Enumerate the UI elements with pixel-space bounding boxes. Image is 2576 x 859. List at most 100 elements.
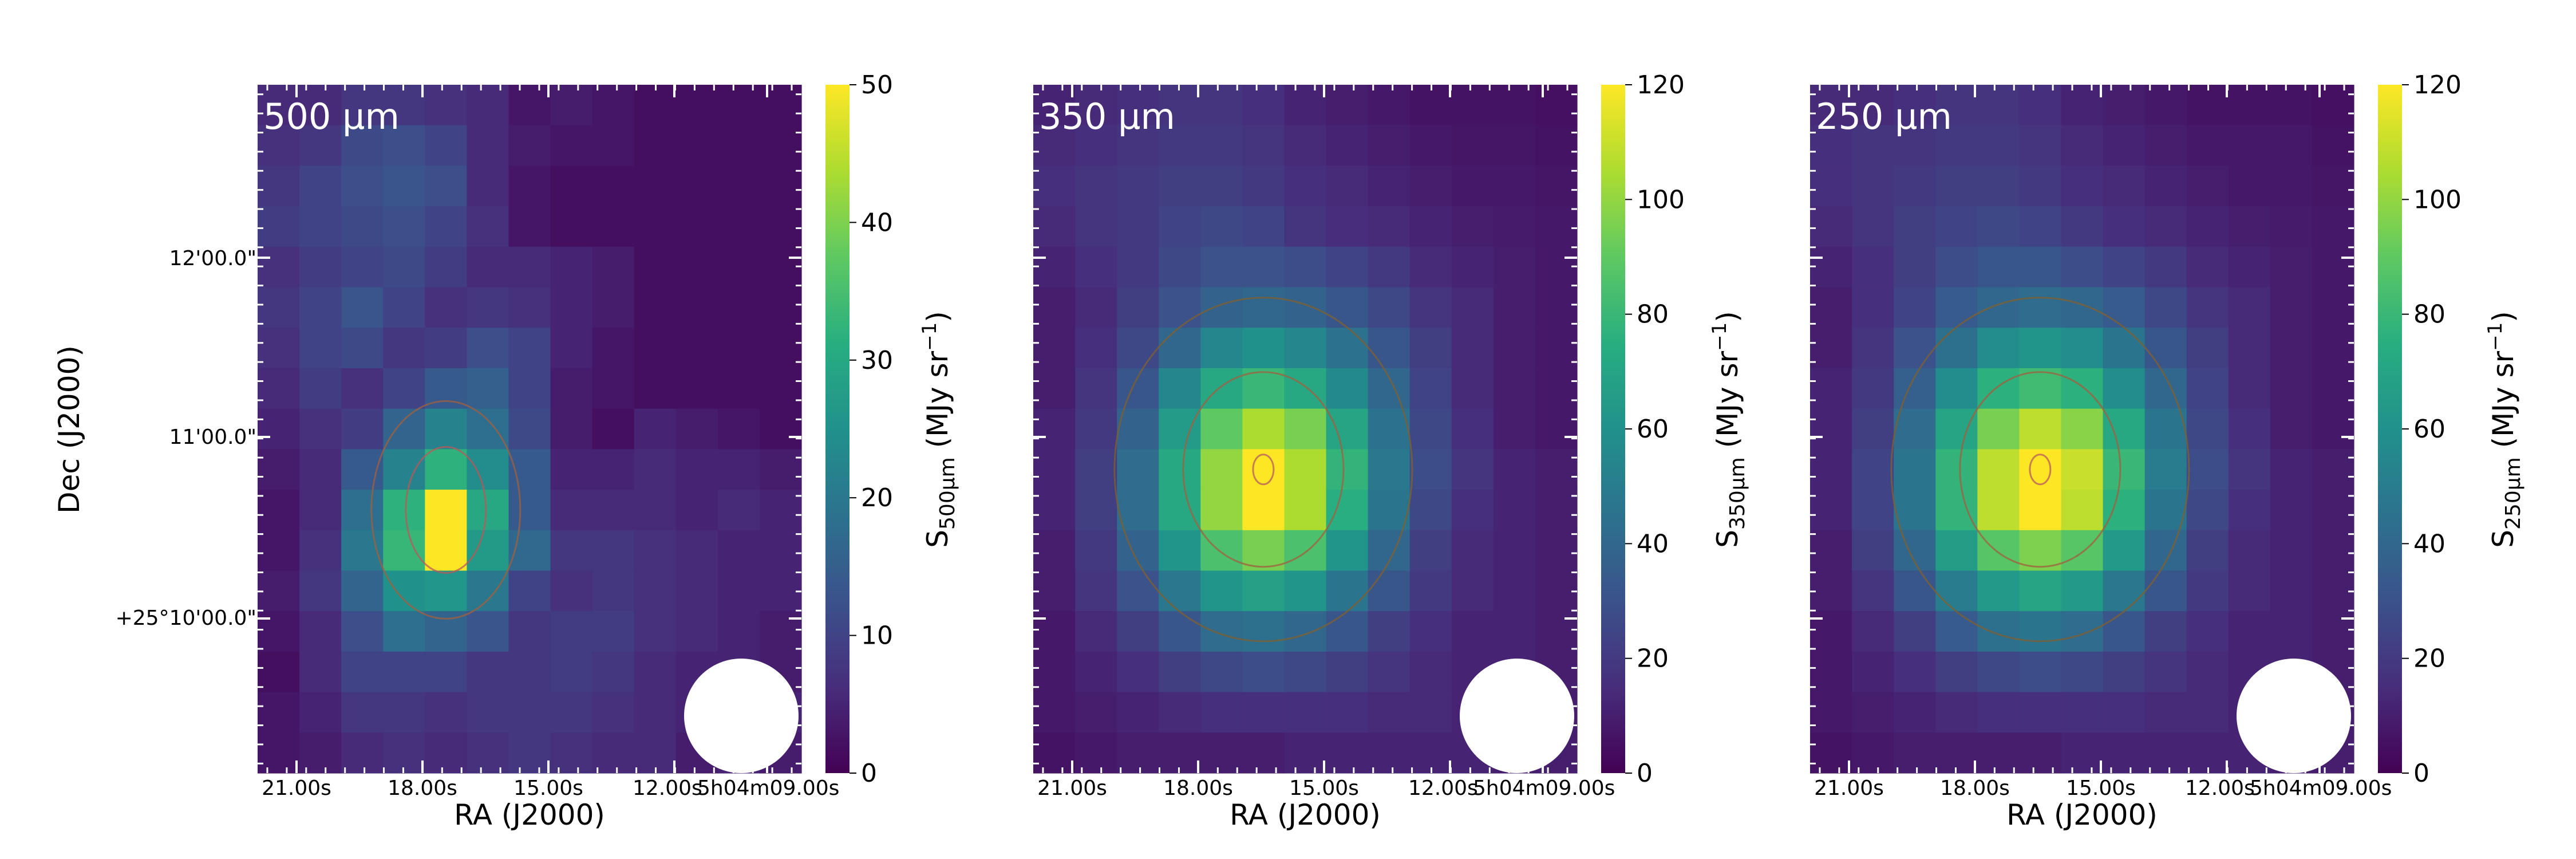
heatmap-cell xyxy=(1368,85,1411,126)
heatmap-cell xyxy=(759,328,802,369)
heatmap-cell xyxy=(634,732,677,774)
heatmap-cell xyxy=(1242,732,1285,774)
heatmap-cell xyxy=(1326,85,1369,126)
heatmap-cell xyxy=(1075,368,1117,409)
heatmap-cell xyxy=(2144,85,2187,126)
colorbar-tick-label: 40 xyxy=(861,208,893,237)
heatmap-cell xyxy=(467,287,509,328)
heatmap-cell xyxy=(2270,408,2313,450)
heatmap-cell xyxy=(1200,287,1243,328)
heatmap-cell xyxy=(634,125,677,167)
heatmap-cell xyxy=(1200,125,1243,167)
heatmap-cell xyxy=(759,408,802,450)
heatmap-cell xyxy=(2103,490,2146,531)
heatmap-cell xyxy=(550,651,593,693)
heatmap-cell xyxy=(425,287,467,328)
heatmap-cell xyxy=(675,490,718,531)
heatmap-cell xyxy=(1894,530,1936,572)
heatmap-cell xyxy=(1368,449,1411,490)
heatmap-cell xyxy=(2312,287,2354,328)
colorbar-tick-label: 10 xyxy=(861,621,893,651)
beam-ellipse xyxy=(2237,659,2351,773)
heatmap-cell xyxy=(1409,408,1452,450)
contour-line xyxy=(370,400,521,620)
heatmap-cell xyxy=(1409,125,1452,167)
heatmap-cell xyxy=(1935,246,1978,288)
heatmap-cell xyxy=(1852,611,1894,652)
heatmap-cell xyxy=(1368,125,1411,167)
heatmap-cell xyxy=(467,611,509,652)
heatmap-cell xyxy=(1810,328,1852,369)
heatmap-cell xyxy=(1284,732,1327,774)
heatmap-cell xyxy=(717,611,760,652)
contour-line xyxy=(1890,297,2190,643)
heatmap-cell xyxy=(1200,611,1243,652)
heatmap-cell xyxy=(258,449,300,490)
heatmap-cell xyxy=(508,490,551,531)
heatmap-cell xyxy=(1409,570,1452,612)
heatmap-cell xyxy=(1409,449,1452,490)
heatmap-cell xyxy=(1033,651,1076,693)
heatmap-cell xyxy=(1409,246,1452,288)
heatmap-cell xyxy=(1451,206,1494,247)
contour-lines xyxy=(1890,297,2190,643)
heatmap-cell xyxy=(258,732,300,774)
heatmap-cell xyxy=(508,206,551,247)
x-tick-label: 21.00s xyxy=(1037,777,1107,800)
heatmap-cell xyxy=(1977,125,2020,167)
heatmap-cell xyxy=(1200,368,1243,409)
heatmap-cell xyxy=(2019,408,2062,450)
heatmap-cell xyxy=(1200,408,1243,450)
heatmap-cell xyxy=(634,368,677,409)
heatmap-cell xyxy=(508,125,551,167)
heatmap-cell xyxy=(1117,287,1159,328)
heatmap-cell xyxy=(2312,206,2354,247)
heatmap-cell xyxy=(1451,611,1494,652)
heatmap-cell xyxy=(1284,530,1327,572)
contour-line xyxy=(1252,454,1275,486)
heatmap-cell xyxy=(2061,85,2104,126)
heatmap-cell xyxy=(258,287,300,328)
heatmap-cell xyxy=(1493,570,1536,612)
heatmap-cell xyxy=(1493,85,1536,126)
heatmap-cell xyxy=(1935,408,1978,450)
heatmap-cell xyxy=(299,570,342,612)
heatmap-cell xyxy=(1409,166,1452,207)
heatmap-cell xyxy=(1159,206,1201,247)
heatmap-cell xyxy=(2186,530,2229,572)
heatmap-cell xyxy=(299,611,342,652)
heatmap-cell xyxy=(467,490,509,531)
heatmap-cell xyxy=(258,408,300,450)
heatmap-cell xyxy=(1894,732,1936,774)
heatmap-cell xyxy=(1284,490,1327,531)
heatmap-cell xyxy=(1409,611,1452,652)
heatmap-cell xyxy=(1977,328,2020,369)
heatmap-cell xyxy=(2061,287,2104,328)
heatmap-cell xyxy=(2312,85,2354,126)
heatmap-cell xyxy=(1451,287,1494,328)
heatmap-cell xyxy=(383,611,425,652)
heatmap-cell xyxy=(1033,490,1076,531)
heatmap-cell xyxy=(2019,449,2062,490)
heatmap-cell xyxy=(2228,85,2271,126)
heatmap-cell xyxy=(1200,85,1243,126)
heatmap-cell xyxy=(2270,611,2313,652)
heatmap-cell xyxy=(299,449,342,490)
heatmap-cell xyxy=(717,85,760,126)
heatmap-cell xyxy=(467,328,509,369)
heatmap-cell xyxy=(634,85,677,126)
colorbar-tick-label: 40 xyxy=(2413,529,2445,558)
colorbar-label: S250µm (MJy sr−1) xyxy=(2484,311,2525,547)
heatmap-cell xyxy=(1852,570,1894,612)
colorbar-tick-label: 20 xyxy=(861,483,893,513)
heatmap-cell xyxy=(1368,692,1411,733)
heatmap-cell xyxy=(258,651,300,693)
heatmap-cell xyxy=(1368,287,1411,328)
heatmap-cell xyxy=(2186,166,2229,207)
heatmap-cell xyxy=(1159,166,1201,207)
heatmap-cell xyxy=(1033,85,1076,126)
heatmap-cell xyxy=(508,732,551,774)
heatmap-cell xyxy=(1894,287,1936,328)
heatmap-cell xyxy=(2061,206,2104,247)
heatmap-cell xyxy=(675,611,718,652)
